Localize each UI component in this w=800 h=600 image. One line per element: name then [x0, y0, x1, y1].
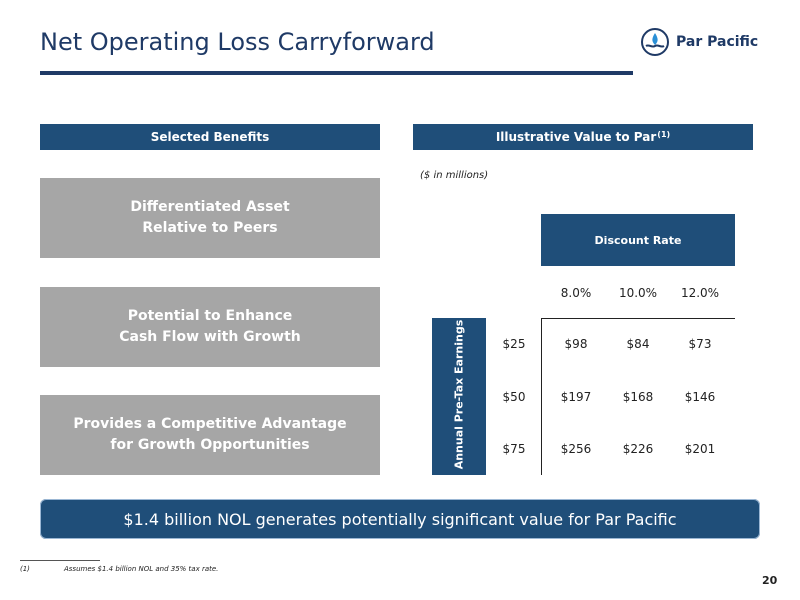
- pre-tax-earnings-header: Annual Pre-Tax Earnings: [432, 318, 486, 475]
- column-header: 10.0%: [618, 286, 658, 300]
- par-pacific-logo-icon: [641, 28, 669, 56]
- page-number: 20: [762, 574, 778, 587]
- selected-benefits-header: Selected Benefits: [40, 124, 380, 150]
- footnote-number: (1): [20, 565, 30, 573]
- table-left-border: [541, 318, 542, 475]
- illustrative-value-header: Illustrative Value to Par (1): [413, 124, 753, 150]
- illustrative-value-label: Illustrative Value to Par: [495, 130, 657, 144]
- row-label: $50: [502, 390, 526, 404]
- column-header: 8.0%: [560, 286, 592, 300]
- column-header: 12.0%: [680, 286, 720, 300]
- benefit-line: Potential to Enhance: [127, 308, 293, 324]
- selected-benefits-label: Selected Benefits: [150, 130, 270, 144]
- benefit-box-differentiated-asset: Differentiated Asset Relative to Peers: [40, 178, 380, 258]
- table-cell: $146: [684, 390, 716, 404]
- table-cell: $168: [622, 390, 654, 404]
- row-label: $25: [502, 337, 526, 351]
- table-cell: $98: [564, 337, 588, 351]
- footnote-text: Assumes $1.4 billion NOL and 35% tax rat…: [64, 565, 219, 573]
- key-takeaway-callout: $1.4 billion NOL generates potentially s…: [40, 499, 760, 539]
- footnote-divider: [20, 560, 100, 561]
- title-underline: [40, 71, 633, 75]
- pre-tax-earnings-label: Annual Pre-Tax Earnings: [452, 319, 466, 470]
- benefit-line: for Growth Opportunities: [110, 437, 310, 453]
- table-cell: $73: [688, 337, 712, 351]
- logo-name: Par Pacific: [676, 34, 759, 50]
- footnote: (1) Assumes $1.4 billion NOL and 35% tax …: [20, 565, 218, 573]
- table-cell: $201: [684, 442, 716, 456]
- table-cell: $84: [626, 337, 650, 351]
- benefit-box-cash-flow: Potential to Enhance Cash Flow with Grow…: [40, 287, 380, 367]
- footnote-marker: (1): [657, 129, 671, 139]
- benefit-line: Cash Flow with Growth: [119, 329, 301, 345]
- benefit-line: Relative to Peers: [142, 220, 278, 236]
- table-cell: $256: [560, 442, 592, 456]
- table-top-border: [541, 318, 735, 319]
- discount-rate-header: Discount Rate: [541, 214, 735, 266]
- table-cell: $226: [622, 442, 654, 456]
- units-note: ($ in millions): [420, 170, 489, 181]
- benefit-line: Provides a Competitive Advantage: [73, 416, 347, 432]
- company-logo: Par Pacific: [640, 26, 770, 58]
- callout-text: $1.4 billion NOL generates potentially s…: [123, 509, 677, 529]
- discount-rate-label: Discount Rate: [594, 233, 682, 247]
- benefit-box-competitive-advantage: Provides a Competitive Advantage for Gro…: [40, 395, 380, 475]
- page-title: Net Operating Loss Carryforward: [40, 28, 435, 56]
- row-label: $75: [502, 442, 526, 456]
- table-cell: $197: [560, 390, 592, 404]
- benefit-line: Differentiated Asset: [130, 199, 290, 215]
